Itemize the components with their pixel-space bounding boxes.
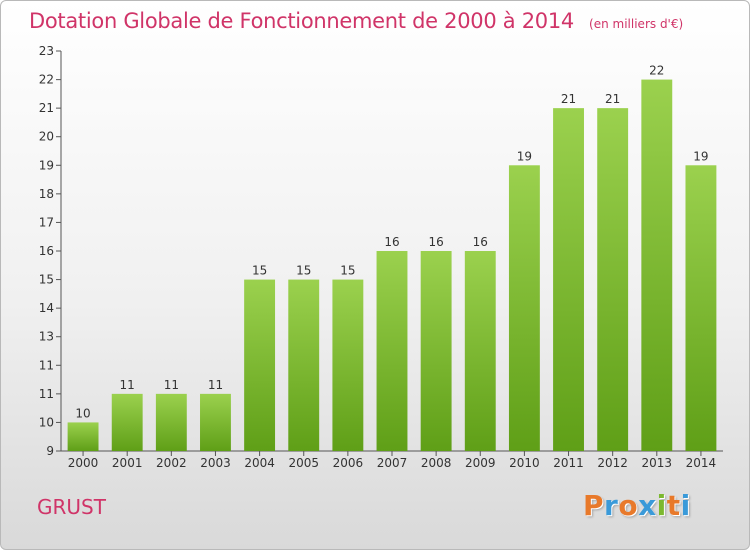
x-tick-label: 2011 — [553, 456, 584, 470]
y-tick-label: 23 — [39, 44, 54, 58]
logo-letter: i — [656, 489, 667, 522]
title-row: Dotation Globale de Fonctionnement de 20… — [29, 9, 683, 33]
bar-value-label: 11 — [208, 378, 223, 392]
x-tick-label: 2000 — [68, 456, 99, 470]
x-tick-label: 2001 — [112, 456, 143, 470]
bars — [67, 79, 717, 452]
x-tick-label: 2002 — [156, 456, 187, 470]
bar-2006 — [332, 279, 364, 451]
logo-letter: t — [666, 489, 681, 522]
y-tick-label: 22 — [39, 73, 54, 87]
x-tick-label: 2012 — [597, 456, 628, 470]
bar-value-label: 21 — [561, 92, 576, 106]
bar-2012 — [597, 108, 629, 452]
bar-2009 — [464, 251, 496, 451]
x-tick-label: 2009 — [465, 456, 496, 470]
bar-value-label: 15 — [296, 264, 311, 278]
bar-value-label: 21 — [605, 92, 620, 106]
bar-value-label: 15 — [252, 264, 267, 278]
x-tick-label: 2007 — [377, 456, 408, 470]
logo-letter: x — [638, 489, 657, 522]
y-tick-label: 15 — [39, 273, 54, 287]
x-tick-label: 2010 — [509, 456, 540, 470]
y-tick-label: 11 — [39, 387, 54, 401]
bar-value-label: 22 — [649, 64, 664, 78]
bar-2014 — [685, 165, 717, 452]
bar-2010 — [508, 165, 540, 452]
y-tick-label: 10 — [39, 415, 54, 429]
bar-2000 — [67, 422, 99, 451]
x-tick-label: 2003 — [200, 456, 231, 470]
bar-2004 — [244, 279, 276, 451]
logo-letter: P — [583, 489, 605, 522]
y-tick-label: 17 — [39, 215, 54, 229]
bar-value-label: 10 — [75, 406, 90, 420]
bar-value-label: 19 — [693, 149, 708, 163]
y-tick-label: 18 — [39, 187, 54, 201]
bar-value-label: 16 — [384, 235, 399, 249]
x-tick-label: 2005 — [288, 456, 319, 470]
data-labels: 10 11 11 11 15 15 15 16 16 16 19 21 21 22 19 — [75, 64, 708, 421]
y-tick-label: 20 — [39, 130, 54, 144]
bar-2005 — [288, 279, 320, 451]
location-label: GRUST — [37, 495, 106, 519]
bar-value-label: 11 — [120, 378, 135, 392]
y-tick-label: 9 — [46, 444, 54, 458]
bar-2003 — [200, 393, 231, 451]
bar-2011 — [553, 108, 584, 452]
bar-2007 — [376, 251, 408, 451]
y-tick-label: 16 — [39, 244, 54, 258]
bar-2002 — [155, 393, 187, 451]
bar-value-label: 15 — [340, 264, 355, 278]
x-tick-label: 2013 — [642, 456, 673, 470]
bar-value-label: 16 — [473, 235, 488, 249]
logo-letter: i — [680, 489, 691, 522]
axes: 9 10 11 11 13 14 15 16 17 18 19 20 21 22 23 2000 2001 200… — [39, 44, 723, 470]
y-tick-label: 21 — [39, 101, 54, 115]
bar-2013 — [641, 79, 673, 452]
y-tick-label: 14 — [39, 301, 54, 315]
x-tick-label: 2006 — [333, 456, 364, 470]
logo-letter: o — [618, 489, 639, 522]
y-tick-label: 11 — [39, 358, 54, 372]
bar-value-label: 19 — [517, 149, 532, 163]
y-tick-label: 13 — [39, 330, 54, 344]
proxiti-logo: Proxiti — [583, 489, 691, 522]
x-tick-label: 2008 — [421, 456, 452, 470]
chart-unit: (en milliers d'€) — [589, 17, 684, 31]
bar-2001 — [111, 393, 143, 451]
bar-value-label: 16 — [428, 235, 443, 249]
bar-value-label: 11 — [164, 378, 179, 392]
x-tick-label: 2014 — [686, 456, 717, 470]
y-tick-label: 19 — [39, 158, 54, 172]
bar-2008 — [420, 251, 452, 451]
logo-letter: r — [604, 489, 619, 522]
chart-title: Dotation Globale de Fonctionnement de 20… — [29, 9, 574, 33]
x-tick-label: 2004 — [244, 456, 275, 470]
